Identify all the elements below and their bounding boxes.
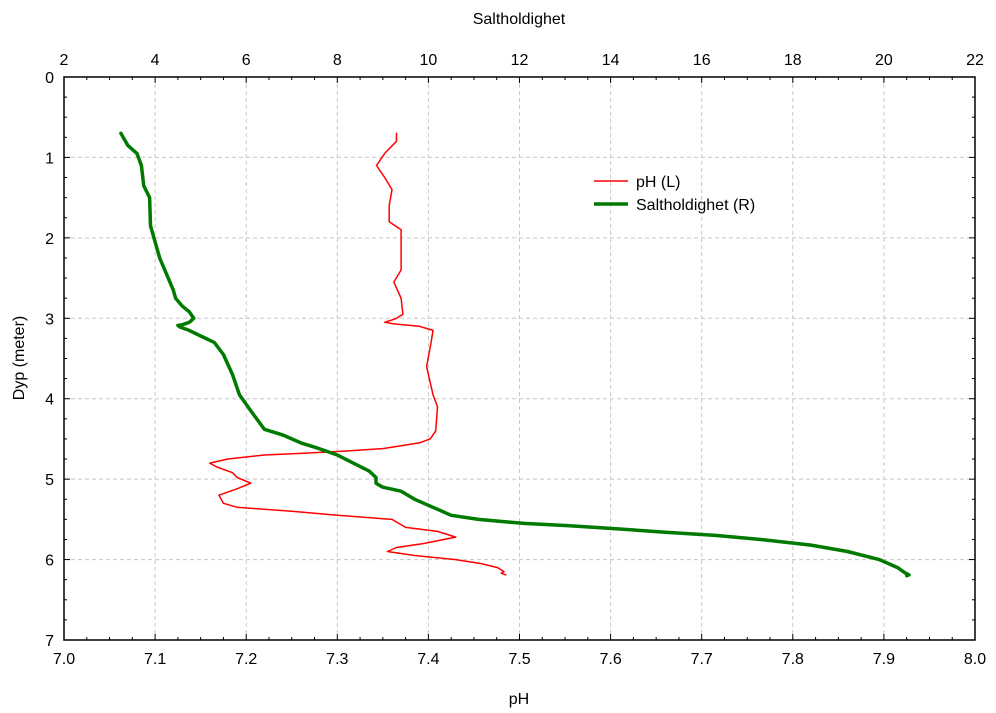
x-tick-label: 7.5	[508, 651, 530, 668]
legend: pH (L) Saltholdighet (R)	[594, 174, 755, 214]
x2-tick-label: 20	[875, 52, 893, 69]
x-tick-label: 7.0	[53, 651, 75, 668]
series-line-ph	[209, 132, 507, 576]
x-tick-label: 8.0	[964, 651, 986, 668]
x-tick-label: 7.8	[782, 651, 804, 668]
x-axis-title: pH	[509, 691, 529, 708]
x-tick-label: 7.9	[873, 651, 895, 668]
x2-tick-label: 4	[151, 52, 160, 69]
grid	[64, 77, 975, 640]
y-tick-label: 2	[45, 231, 54, 248]
x-tick-label: 7.6	[599, 651, 621, 668]
x-tick-label: 7.4	[417, 651, 439, 668]
x2-tick-label: 14	[602, 52, 620, 69]
tick-marks	[63, 76, 976, 641]
x2-tick-label: 6	[242, 52, 251, 69]
x-tick-label: 7.1	[144, 651, 166, 668]
x2-tick-label: 10	[420, 52, 438, 69]
y-axis-title: Dyp (meter)	[11, 316, 28, 400]
y-tick-label: 6	[45, 553, 54, 570]
tick-labels: 7.0 7.1 7.2 7.3 7.4 7.5 7.6 7.7 7.8 7.9 8.02 4 6 8 10 1…	[45, 52, 986, 668]
y-tick-label: 7	[45, 633, 54, 650]
x2-tick-label: 12	[511, 52, 529, 69]
x-tick-label: 7.7	[691, 651, 713, 668]
series-line-saltholdighet	[119, 131, 911, 578]
x2-tick-label: 8	[333, 52, 342, 69]
x2-tick-label: 16	[693, 52, 711, 69]
x-tick-label: 7.3	[326, 651, 348, 668]
y-tick-label: 5	[45, 472, 54, 489]
y-tick-label: 1	[45, 150, 54, 167]
x2-axis-title: Saltholdighet	[473, 11, 566, 28]
x2-tick-label: 2	[60, 52, 69, 69]
y-tick-label: 3	[45, 311, 54, 328]
y-tick-label: 0	[45, 70, 54, 87]
x-tick-label: 7.2	[235, 651, 257, 668]
legend-label-saltholdighet: Saltholdighet (R)	[636, 197, 755, 214]
y-tick-label: 4	[45, 392, 54, 409]
series-layer	[119, 131, 911, 578]
x2-tick-label: 22	[966, 52, 984, 69]
legend-label-ph: pH (L)	[636, 174, 680, 191]
x2-tick-label: 18	[784, 52, 802, 69]
